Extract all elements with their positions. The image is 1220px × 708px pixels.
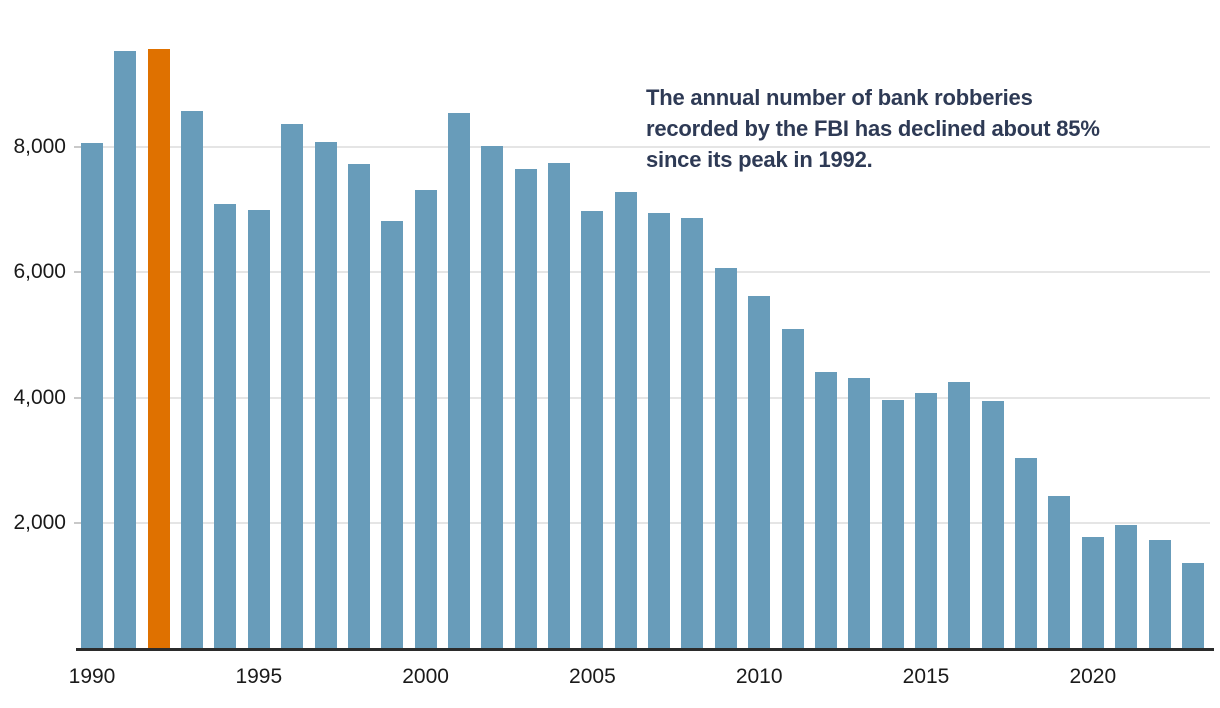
x-axis-tick-label-2000: 2000 xyxy=(402,665,449,688)
y-tick-mark xyxy=(74,271,84,274)
bar-2023 xyxy=(1181,562,1204,649)
bar-2007 xyxy=(648,212,671,649)
bar-1998 xyxy=(347,164,370,649)
bar-2005 xyxy=(581,211,604,649)
bar-2020 xyxy=(1081,536,1104,649)
bar-2017 xyxy=(981,400,1004,649)
y-axis-tick-label: 6,000 xyxy=(13,260,66,284)
y-tick-mark xyxy=(74,396,84,399)
bar-2002 xyxy=(481,145,504,649)
bar-2011 xyxy=(781,329,804,649)
bar-2013 xyxy=(848,378,871,649)
bar-2019 xyxy=(1048,496,1071,649)
y-tick-mark xyxy=(74,145,84,148)
bar-1999 xyxy=(381,221,404,649)
bar-2012 xyxy=(814,372,837,649)
bar-2018 xyxy=(1015,458,1038,649)
bar-2009 xyxy=(714,268,737,649)
x-axis-line xyxy=(76,648,1214,651)
x-axis-tick-label-2015: 2015 xyxy=(902,665,950,688)
bar-highlight-1992 xyxy=(147,49,170,649)
x-axis-tick-label-2005: 2005 xyxy=(569,665,616,688)
bar-2021 xyxy=(1115,525,1138,649)
bar-2022 xyxy=(1148,540,1171,649)
bar-1997 xyxy=(314,141,337,649)
bar-1994 xyxy=(214,203,237,649)
bar-2003 xyxy=(514,168,537,649)
x-axis-tick-label-2020: 2020 xyxy=(1069,665,1117,688)
gridline-8000 xyxy=(84,145,1210,148)
chart-annotation: The annual number of bank robberies reco… xyxy=(646,85,1100,172)
bar-2000 xyxy=(414,189,437,649)
bar-2001 xyxy=(447,113,470,649)
bar-2004 xyxy=(548,162,571,649)
bar-2015 xyxy=(915,392,937,649)
y-tick-mark xyxy=(74,522,84,525)
y-axis-tick-label: 8,000 xyxy=(13,134,66,158)
bar-1993 xyxy=(181,110,204,649)
bar-2016 xyxy=(948,382,971,649)
bar-2010 xyxy=(748,296,771,649)
gridline-4000 xyxy=(84,396,1210,399)
bar-2006 xyxy=(614,192,637,649)
x-axis-tick-label-1995: 1995 xyxy=(235,665,283,688)
x-axis-tick-label-2010: 2010 xyxy=(735,665,783,688)
bar-2014 xyxy=(881,400,904,649)
y-axis-tick-label: 4,000 xyxy=(13,385,66,409)
x-axis-tick-label-1990: 1990 xyxy=(68,665,116,688)
bar-1995 xyxy=(247,210,270,649)
bar-1996 xyxy=(281,123,304,649)
y-axis-tick-label: 2,000 xyxy=(13,511,66,535)
gridline-2000 xyxy=(84,522,1210,525)
bar-1991 xyxy=(114,50,137,649)
bar-2008 xyxy=(681,218,704,649)
bar-1990 xyxy=(81,143,103,649)
gridline-6000 xyxy=(84,271,1210,274)
